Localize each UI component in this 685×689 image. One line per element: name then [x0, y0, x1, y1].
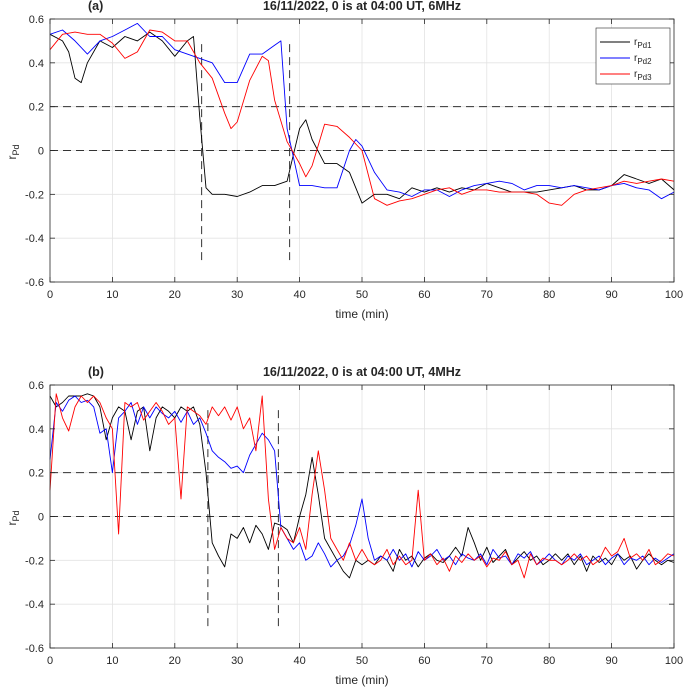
panel-a-tag: (a) [88, 0, 103, 13]
panel-b-xtick-label-0: 0 [47, 655, 53, 667]
panel-b-ytick-label-3: 0 [38, 512, 44, 524]
panel-b: (b) 16/11/2022, 0 is at 04:00 UT, 4MHz 0… [5, 365, 683, 687]
panel-b-xtick-label-3: 30 [231, 655, 243, 667]
panel-b-ytick-label-4: 0.2 [29, 468, 44, 480]
panel-a-series-pd3 [49, 29, 675, 206]
panel-a-xtick-label-8: 80 [543, 289, 555, 301]
panel-a-series-pd1 [49, 31, 675, 204]
panel-a-ytick-label-3: 0 [38, 146, 44, 158]
panel-b-ytick-label-1: -0.4 [25, 599, 44, 611]
panel-a-ytick-label-1: -0.4 [25, 233, 44, 245]
legend-label-pd2-sub: Pd2 [637, 57, 652, 66]
panel-b-ylabel-sub: Pd [11, 510, 21, 521]
panel-a-xtick-label-3: 30 [231, 289, 243, 301]
panel-b-xtick-label-9: 90 [605, 655, 617, 667]
legend-label-pd2-main: r [634, 53, 638, 64]
panel-b-ticks: 0 10 20 30 40 50 60 70 80 90 100 -0.6 -0.4 -0.2 0 0.2 0.… [25, 380, 683, 667]
panel-a-ytick-label-6: 0.6 [29, 14, 44, 26]
panel-b-xtick-label-5: 50 [356, 655, 368, 667]
panel-b-series [49, 393, 675, 579]
panel-a: (a) 16/11/2022, 0 is at 04:00 UT, 6MHz 0… [5, 0, 683, 321]
legend-label-pd1-main: r [634, 37, 638, 48]
panel-a-series [49, 22, 675, 206]
panel-b-xtick-label-10: 100 [665, 655, 683, 667]
panel-b-xtick-label-1: 10 [106, 655, 118, 667]
panel-b-series-pd3 [49, 393, 675, 579]
legend-label-pd2: rPd2 [634, 53, 652, 66]
panel-a-ylabel-sub: Pd [11, 144, 21, 155]
legend-label-pd1-sub: Pd1 [637, 41, 652, 50]
legend-label-pd3: rPd3 [634, 69, 652, 82]
panel-a-ytick-label-0: -0.6 [25, 277, 44, 289]
panel-a-xtick-label-5: 50 [356, 289, 368, 301]
panel-a-xtick-label-10: 100 [665, 289, 683, 301]
panel-a-ticks: 0 10 20 30 40 50 60 70 80 90 100 -0.6 -0.4 -0.2 0 0.2 0.… [25, 14, 683, 301]
legend: rPd1 rPd2 rPd3 [595, 27, 671, 85]
panel-b-xlabel: time (min) [335, 673, 388, 687]
legend-label-pd3-main: r [634, 69, 638, 80]
panel-a-series-pd2 [49, 22, 675, 200]
panel-a-ytick-label-5: 0.4 [29, 58, 44, 70]
panel-a-title: 16/11/2022, 0 is at 04:00 UT, 6MHz [263, 0, 461, 13]
panel-b-xtick-label-2: 20 [169, 655, 181, 667]
panel-a-xtick-label-9: 90 [605, 289, 617, 301]
panel-b-xtick-label-4: 40 [293, 655, 305, 667]
panel-a-xtick-label-0: 0 [47, 289, 53, 301]
panel-a-xtick-label-1: 10 [106, 289, 118, 301]
panel-a-xtick-label-4: 40 [293, 289, 305, 301]
legend-label-pd1: rPd1 [634, 37, 652, 50]
panel-b-ytick-label-6: 0.6 [29, 380, 44, 392]
panel-b-series-pd2 [49, 395, 675, 568]
panel-b-ytick-label-5: 0.4 [29, 424, 44, 436]
panel-b-ylabel-main: r [5, 522, 19, 526]
panel-b-title: 16/11/2022, 0 is at 04:00 UT, 4MHz [263, 365, 461, 379]
panel-a-xtick-label-2: 20 [169, 289, 181, 301]
panel-a-ylabel: rPd [5, 144, 21, 159]
legend-label-pd3-sub: Pd3 [637, 73, 652, 82]
legend-box [595, 27, 671, 85]
panel-b-ytick-label-0: -0.6 [25, 643, 44, 655]
panel-b-ytick-label-2: -0.2 [25, 555, 44, 567]
panel-b-ylabel: rPd [5, 510, 21, 525]
panel-a-xtick-label-7: 70 [481, 289, 493, 301]
panel-a-ylabel-main: r [5, 156, 19, 160]
panel-a-ytick-label-2: -0.2 [25, 189, 44, 201]
panel-b-reference-lines [50, 406, 674, 627]
panel-a-xlabel: time (min) [335, 307, 388, 321]
panel-b-xtick-label-7: 70 [481, 655, 493, 667]
panel-a-xtick-label-6: 60 [418, 289, 430, 301]
panel-b-xtick-label-6: 60 [418, 655, 430, 667]
panel-b-xtick-label-8: 80 [543, 655, 555, 667]
panel-b-tag: (b) [88, 365, 104, 379]
panel-a-ytick-label-4: 0.2 [29, 102, 44, 114]
